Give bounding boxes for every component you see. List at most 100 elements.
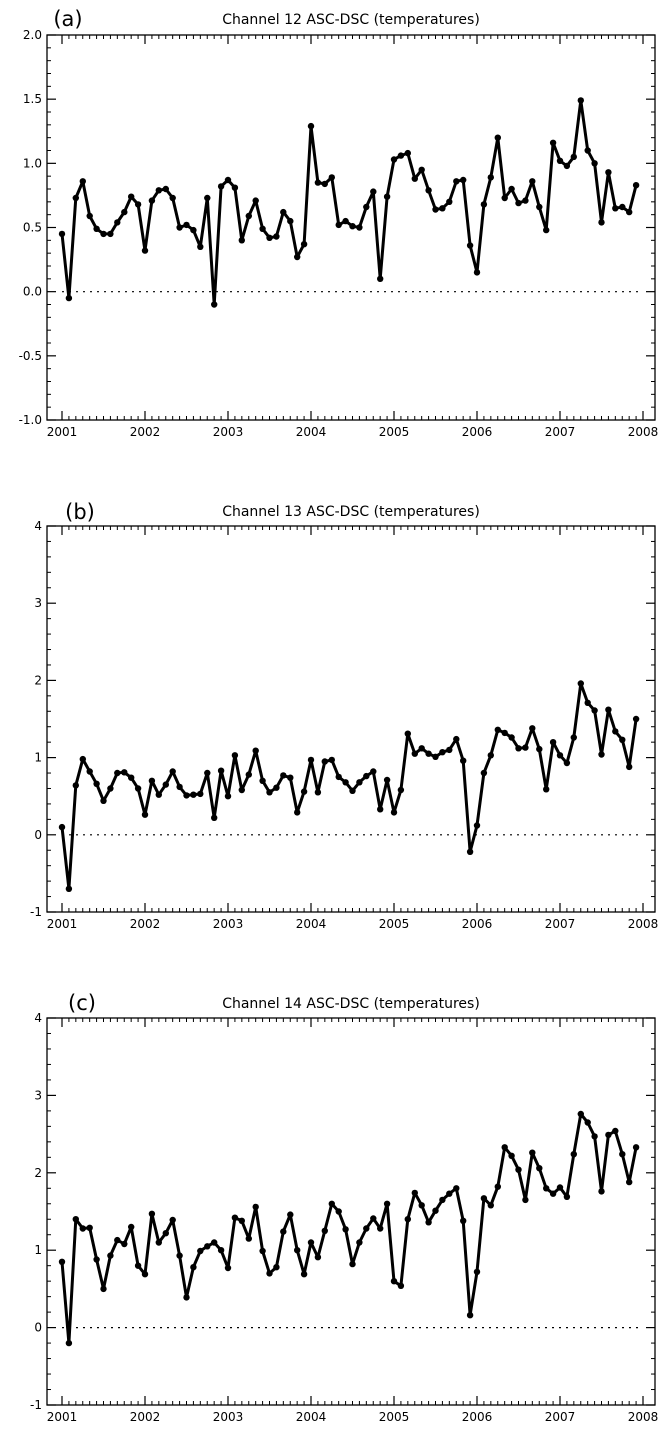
- panel-b: (b) Channel 13 ASC-DSC (temperatures) 2001…: [30, 500, 658, 931]
- data-point: [169, 1216, 176, 1224]
- data-point: [65, 294, 73, 302]
- data-point: [453, 178, 460, 185]
- data-point: [370, 188, 377, 195]
- series-line: [60, 682, 638, 891]
- data-point: [390, 809, 398, 816]
- data-point: [619, 203, 626, 211]
- data-point: [619, 1151, 626, 1158]
- data-point: [314, 179, 322, 186]
- panel-a: (a) Channel 12 ASC-DSC (temperatures) 2001…: [19, 7, 659, 439]
- data-point: [570, 1151, 577, 1158]
- data-point: [128, 1223, 135, 1231]
- data-point: [328, 174, 335, 181]
- y-tick-label: -1.0: [19, 413, 42, 427]
- data-point: [197, 1247, 204, 1255]
- data-point: [245, 1235, 252, 1242]
- data-point: [598, 219, 605, 226]
- data-point: [446, 1190, 453, 1197]
- data-point: [605, 169, 612, 176]
- data-point: [141, 247, 149, 254]
- data-point: [473, 1268, 481, 1276]
- chart-title: Channel 14 ASC-DSC (temperatures): [222, 996, 480, 1012]
- data-point: [425, 750, 432, 757]
- data-point: [577, 1110, 584, 1118]
- panel-c: (c) Channel 14 ASC-DSC (temperatures) 2001…: [30, 991, 658, 1424]
- data-point: [190, 1264, 197, 1271]
- data-point: [598, 751, 605, 758]
- data-point: [128, 193, 135, 200]
- data-point: [204, 1243, 211, 1250]
- data-point: [155, 1239, 162, 1246]
- data-point: [321, 1227, 328, 1235]
- data-point: [176, 224, 183, 231]
- data-point: [453, 735, 460, 743]
- data-point: [155, 187, 162, 194]
- data-point: [266, 789, 273, 796]
- y-tick-label: 0.5: [23, 221, 42, 235]
- x-tick-label: 2002: [130, 425, 161, 439]
- data-point: [466, 848, 474, 855]
- data-point: [58, 823, 66, 831]
- data-point: [342, 779, 349, 786]
- data-point: [563, 759, 571, 767]
- data-point: [556, 752, 564, 759]
- data-point: [605, 706, 612, 713]
- data-point: [280, 208, 287, 216]
- data-point: [529, 1149, 536, 1156]
- data-point: [432, 206, 439, 213]
- data-point: [238, 1217, 245, 1225]
- data-point: [79, 1225, 87, 1232]
- data-point: [549, 739, 557, 746]
- data-point: [536, 203, 543, 211]
- data-point: [460, 757, 467, 764]
- x-tick-label: 2005: [379, 1410, 410, 1424]
- data-point: [128, 774, 135, 781]
- data-point: [570, 734, 577, 741]
- data-point: [522, 744, 529, 751]
- data-point: [245, 771, 252, 778]
- data-point: [238, 786, 245, 794]
- data-point: [121, 208, 128, 216]
- data-point: [397, 786, 405, 794]
- data-point: [411, 175, 418, 182]
- data-point: [363, 772, 370, 780]
- data-point: [425, 1219, 432, 1226]
- data-point: [58, 1258, 66, 1266]
- data-point: [425, 187, 432, 194]
- plot-frame: [46, 525, 656, 913]
- data-point: [349, 787, 356, 794]
- x-tick-label: 2005: [379, 917, 410, 931]
- y-tick-label: 1.5: [23, 92, 42, 106]
- data-point: [619, 736, 626, 743]
- data-point: [176, 1252, 183, 1259]
- data-point: [473, 822, 481, 829]
- data-point: [183, 221, 190, 229]
- data-point: [487, 1202, 494, 1209]
- data-point: [432, 1207, 439, 1214]
- data-point: [577, 97, 584, 104]
- data-point: [584, 699, 591, 706]
- data-point: [577, 680, 584, 687]
- data-point: [72, 194, 80, 202]
- data-point: [508, 1152, 515, 1160]
- data-point: [342, 217, 349, 225]
- data-point: [79, 178, 87, 185]
- data-point: [190, 226, 197, 234]
- data-point: [563, 1193, 571, 1201]
- data-point: [473, 269, 481, 276]
- data-point: [404, 149, 411, 157]
- data-point: [377, 1225, 384, 1232]
- data-point: [494, 1183, 501, 1190]
- chart-title: Channel 13 ASC-DSC (temperatures): [222, 504, 480, 520]
- data-point: [259, 777, 266, 784]
- data-point: [446, 746, 453, 754]
- y-tick-label: 2: [34, 673, 42, 687]
- data-point: [377, 275, 384, 282]
- data-point: [404, 730, 411, 737]
- data-point: [626, 1178, 633, 1186]
- data-point: [93, 780, 100, 787]
- data-point: [169, 768, 176, 775]
- data-point: [494, 726, 501, 733]
- data-point: [183, 792, 190, 799]
- data-point: [529, 178, 536, 185]
